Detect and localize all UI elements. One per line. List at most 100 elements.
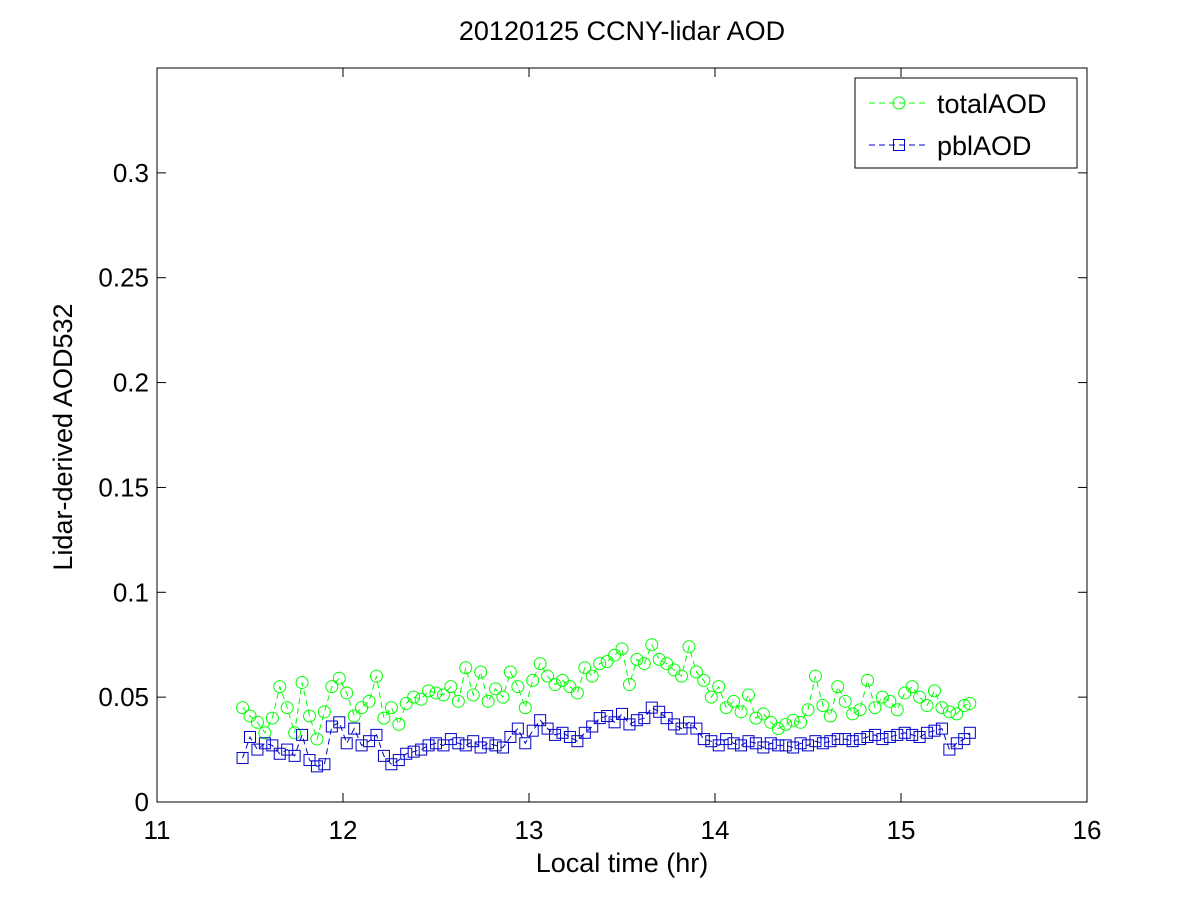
data-point xyxy=(549,728,562,741)
data-point xyxy=(720,733,733,746)
data-point xyxy=(600,654,614,668)
data-point xyxy=(756,707,770,721)
data-point xyxy=(839,733,852,746)
data-point xyxy=(474,665,488,679)
data-point xyxy=(370,728,383,741)
data-point xyxy=(668,718,681,731)
x-tick-label: 16 xyxy=(1073,815,1102,845)
data-point xyxy=(943,743,956,756)
data-point xyxy=(809,735,822,748)
data-point xyxy=(340,686,354,700)
legend-label: totalAOD xyxy=(937,89,1047,119)
data-point xyxy=(355,701,369,715)
axis-ticks xyxy=(156,68,1088,803)
x-tick-label: 14 xyxy=(701,815,730,845)
data-point xyxy=(779,717,793,731)
y-tick-label: 0.1 xyxy=(113,577,149,607)
data-point xyxy=(727,737,740,750)
data-point xyxy=(816,699,830,713)
data-point xyxy=(422,684,436,698)
data-point xyxy=(444,680,458,694)
legend: totalAOD pblAOD xyxy=(854,77,1078,169)
data-point xyxy=(846,707,860,721)
data-point xyxy=(511,680,525,694)
data-point xyxy=(355,739,368,752)
data-point xyxy=(548,678,562,692)
data-point xyxy=(563,730,576,743)
data-point xyxy=(921,726,934,739)
data-point xyxy=(496,741,509,754)
data-point xyxy=(682,640,696,654)
data-point xyxy=(385,758,398,771)
y-tick-label: 0.15 xyxy=(98,472,149,502)
data-point xyxy=(787,741,800,754)
data-point xyxy=(786,713,800,727)
data-point xyxy=(571,735,584,748)
data-point xyxy=(392,754,405,767)
data-point xyxy=(749,711,763,725)
data-point xyxy=(541,722,554,735)
data-point xyxy=(660,712,673,725)
data-point xyxy=(436,688,450,702)
data-point xyxy=(682,716,695,729)
data-point xyxy=(942,705,956,719)
data-point xyxy=(310,760,323,773)
data-point xyxy=(407,690,421,704)
data-point xyxy=(802,739,814,752)
axis-tick-labels: 11 12 13 14 15 16 0 0.05 0.1 0.15 0.2 0.25 0.3 xyxy=(98,158,1101,845)
data-point xyxy=(794,715,808,729)
data-point xyxy=(675,669,689,683)
data-point xyxy=(489,739,502,752)
data-point xyxy=(288,749,301,762)
data-point xyxy=(251,743,264,756)
data-point xyxy=(452,737,465,750)
data-point xyxy=(451,694,465,708)
data-point xyxy=(675,722,688,735)
data-point xyxy=(414,692,428,706)
data-point xyxy=(704,690,718,704)
series-line-totalAOD xyxy=(242,643,970,741)
data-point xyxy=(801,703,815,717)
data-point xyxy=(556,726,569,739)
data-point xyxy=(690,722,703,735)
data-point xyxy=(861,730,874,743)
data-point xyxy=(400,747,413,760)
data-point xyxy=(496,690,510,704)
data-point xyxy=(244,730,256,743)
x-tick-label: 11 xyxy=(144,815,171,845)
data-point xyxy=(363,735,376,748)
data-point xyxy=(883,694,897,708)
data-point xyxy=(905,680,919,694)
data-point xyxy=(838,694,852,708)
series-totalAOD xyxy=(236,638,977,746)
data-point xyxy=(593,657,607,671)
data-point xyxy=(481,694,495,708)
legend-item-totalAOD: totalAOD xyxy=(869,89,1047,119)
data-point xyxy=(273,747,286,760)
data-point xyxy=(318,758,331,771)
data-point xyxy=(652,652,666,666)
plot-area-frame xyxy=(156,67,1088,803)
data-point xyxy=(407,745,420,758)
x-tick-label: 13 xyxy=(515,815,544,845)
data-point xyxy=(250,715,264,729)
data-point xyxy=(712,739,725,752)
data-point xyxy=(258,737,271,750)
data-point xyxy=(890,703,904,717)
data-point xyxy=(868,701,882,715)
data-point xyxy=(518,701,532,715)
data-point xyxy=(742,735,755,748)
x-axis-label: Local time (hr) xyxy=(536,848,709,878)
data-point xyxy=(622,678,636,692)
data-point xyxy=(794,737,807,750)
data-point xyxy=(779,739,792,752)
data-point xyxy=(467,735,480,748)
data-point xyxy=(377,711,391,725)
data-point xyxy=(757,741,770,754)
data-point xyxy=(585,669,599,683)
y-tick-label: 0.3 xyxy=(113,158,149,188)
data-point xyxy=(906,728,919,741)
data-point xyxy=(950,737,963,750)
data-point xyxy=(236,701,250,715)
